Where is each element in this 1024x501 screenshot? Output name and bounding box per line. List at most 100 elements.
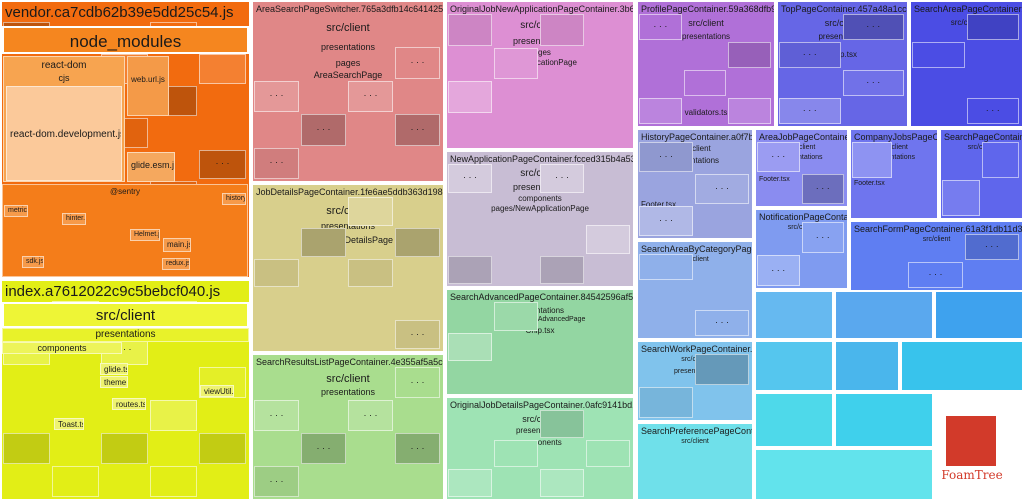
- bundle-misc-c[interactable]: [934, 290, 1024, 340]
- module-cell[interactable]: [448, 469, 492, 497]
- module-cell[interactable]: [966, 14, 1019, 40]
- module-cell[interactable]: · · ·: [757, 255, 800, 286]
- bundle-misc-a[interactable]: [754, 290, 834, 340]
- module-cell[interactable]: [348, 197, 393, 226]
- group-src-client[interactable]: src/client: [2, 302, 249, 328]
- module-cell[interactable]: · · ·: [695, 174, 749, 204]
- bundle-15[interactable]: SearchPreferencePageContainer.4b3d5dd5f0…: [636, 422, 754, 501]
- bundle-misc-h[interactable]: [834, 392, 934, 448]
- web-url[interactable]: web.url.js: [127, 56, 169, 116]
- module-cell[interactable]: [639, 254, 693, 280]
- bundle-misc-d[interactable]: [754, 340, 834, 392]
- module-cell[interactable]: [348, 258, 393, 288]
- metrics[interactable]: metrics.js: [4, 205, 28, 217]
- module-cell[interactable]: · · ·: [801, 222, 844, 253]
- module-cell[interactable]: · · ·: [395, 367, 440, 398]
- module-cell[interactable]: · · ·: [842, 70, 904, 96]
- history[interactable]: history.js: [222, 193, 246, 205]
- theme-ts[interactable]: theme.ts: [100, 376, 128, 388]
- module-cell[interactable]: · · ·: [301, 433, 346, 464]
- module-cell[interactable]: · · ·: [254, 466, 299, 497]
- module-cell[interactable]: · · ·: [254, 400, 299, 431]
- module-cell[interactable]: [301, 227, 346, 257]
- module-cell[interactable]: [494, 302, 538, 331]
- module-cell[interactable]: · · ·: [779, 98, 841, 124]
- module-cell[interactable]: · · ·: [964, 234, 1019, 260]
- module-cell[interactable]: [586, 439, 630, 468]
- glide-esm[interactable]: glide.esm.js: [127, 152, 175, 182]
- module-cell[interactable]: [639, 387, 693, 418]
- module-cell[interactable]: · · ·: [757, 142, 800, 172]
- module-cell[interactable]: [912, 42, 965, 68]
- module-cell[interactable]: [540, 469, 584, 497]
- module-cell[interactable]: · · ·: [395, 433, 440, 464]
- module-cell[interactable]: [494, 439, 538, 468]
- helmet[interactable]: Helmet.js: [130, 229, 160, 241]
- module-cell[interactable]: · · ·: [348, 400, 393, 431]
- module-cell[interactable]: · · ·: [540, 164, 584, 193]
- hinter[interactable]: hinter.js: [62, 213, 86, 225]
- glide-ts[interactable]: glide.ts: [100, 363, 128, 375]
- collapsed-marker: · · ·: [410, 376, 425, 387]
- module-cell[interactable]: · · ·: [395, 114, 440, 146]
- module-cell[interactable]: [695, 354, 749, 385]
- module-cell[interactable]: [150, 466, 197, 497]
- module-cell[interactable]: · · ·: [908, 262, 963, 288]
- main[interactable]: main.js: [163, 238, 191, 252]
- module-cell[interactable]: · · ·: [842, 14, 904, 40]
- module-cell[interactable]: · · ·: [348, 80, 393, 113]
- module-cell[interactable]: · · ·: [639, 206, 693, 236]
- module-cell[interactable]: · · ·: [966, 98, 1019, 124]
- module-cell[interactable]: [639, 98, 682, 124]
- bundle-misc-e[interactable]: [834, 340, 900, 392]
- react-dom-development[interactable]: react-dom.development.js: [6, 86, 122, 181]
- group-presentations[interactable]: presentations: [2, 328, 249, 342]
- module-cell[interactable]: [540, 255, 584, 284]
- view-util[interactable]: viewUtil.ts: [200, 385, 234, 397]
- module-cell[interactable]: [448, 332, 492, 362]
- module-cell[interactable]: · · ·: [695, 310, 749, 336]
- redux[interactable]: redux.js: [162, 258, 190, 270]
- routes[interactable]: routes.tsx: [112, 398, 146, 410]
- module-cell[interactable]: · · ·: [199, 149, 246, 180]
- module-cell[interactable]: [448, 81, 492, 113]
- module-cell[interactable]: [494, 47, 538, 79]
- module-cell[interactable]: [395, 227, 440, 257]
- module-cell[interactable]: [981, 142, 1019, 178]
- module-cell[interactable]: [540, 14, 584, 46]
- module-cell[interactable]: [3, 433, 50, 464]
- module-cell[interactable]: [150, 400, 197, 431]
- module-cell[interactable]: [101, 433, 148, 464]
- module-cell[interactable]: · · ·: [254, 147, 299, 179]
- sdk[interactable]: sdk.js: [22, 256, 44, 268]
- bundle-misc-g[interactable]: [754, 392, 834, 448]
- bundle-misc-i[interactable]: [754, 448, 934, 501]
- module-cell[interactable]: [448, 255, 492, 284]
- module-cell[interactable]: · · ·: [395, 320, 440, 349]
- module-cell[interactable]: [199, 433, 246, 464]
- module-cell[interactable]: [942, 180, 980, 216]
- module-cell[interactable]: [540, 410, 584, 438]
- group-node-modules[interactable]: node_modules: [2, 26, 249, 54]
- module-cell[interactable]: [852, 142, 892, 178]
- module-cell[interactable]: [728, 42, 771, 68]
- group-components[interactable]: components: [2, 342, 122, 354]
- module-cell[interactable]: · · ·: [301, 114, 346, 146]
- module-cell[interactable]: [728, 98, 771, 124]
- module-cell[interactable]: · · ·: [639, 14, 682, 40]
- bundle-misc-f[interactable]: [900, 340, 1024, 392]
- module-cell[interactable]: · · ·: [254, 80, 299, 113]
- module-cell[interactable]: · · ·: [639, 142, 693, 172]
- module-cell[interactable]: · · ·: [395, 47, 440, 79]
- module-cell[interactable]: [586, 225, 630, 254]
- module-cell[interactable]: [52, 466, 99, 497]
- toast[interactable]: Toast.tsx: [54, 418, 84, 430]
- module-cell[interactable]: · · ·: [448, 164, 492, 193]
- bundle-misc-b[interactable]: [834, 290, 934, 340]
- module-cell[interactable]: [683, 70, 727, 96]
- module-cell[interactable]: · · ·: [801, 174, 844, 204]
- module-cell[interactable]: [448, 14, 492, 46]
- module-cell[interactable]: [199, 53, 246, 84]
- module-cell[interactable]: [254, 258, 299, 288]
- module-cell[interactable]: · · ·: [779, 42, 841, 68]
